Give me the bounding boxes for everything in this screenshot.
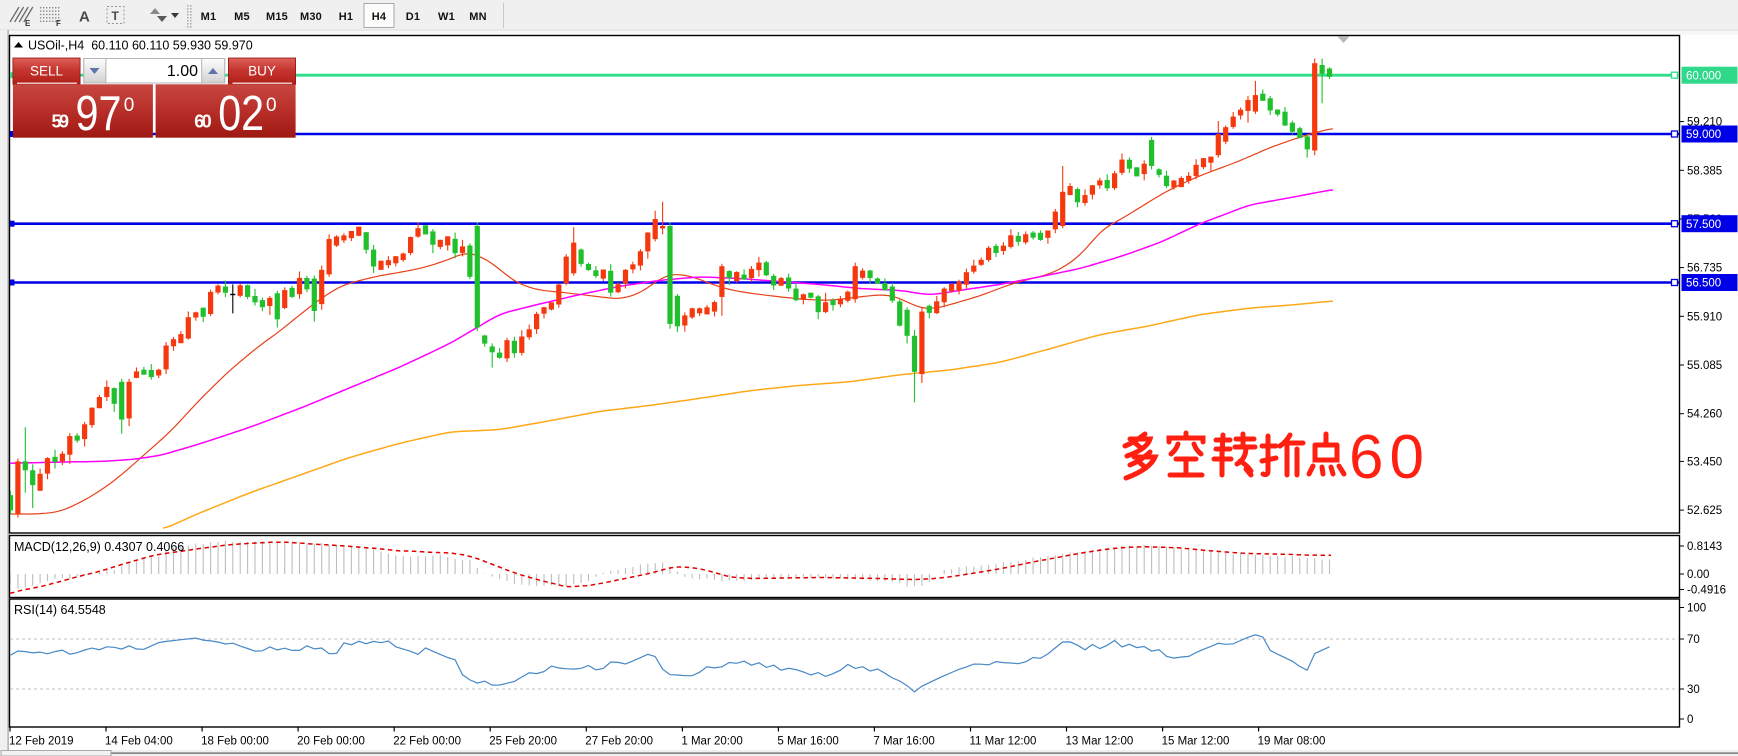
svg-text:M15: M15 xyxy=(266,11,288,23)
svg-text:58.385: 58.385 xyxy=(1687,165,1722,177)
svg-text:0: 0 xyxy=(1687,714,1693,726)
svg-text:52.625: 52.625 xyxy=(1687,505,1722,517)
svg-text:M1: M1 xyxy=(201,11,217,23)
svg-text:H1: H1 xyxy=(339,11,353,23)
svg-text:0.8143: 0.8143 xyxy=(1687,541,1722,553)
svg-text:T: T xyxy=(112,9,120,23)
svg-text:SELL: SELL xyxy=(30,64,64,79)
svg-text:-0.4916: -0.4916 xyxy=(1687,585,1726,597)
svg-text:H4: H4 xyxy=(372,11,387,23)
svg-text:56.735: 56.735 xyxy=(1687,263,1722,275)
svg-text:60: 60 xyxy=(1349,423,1430,492)
svg-text:0: 0 xyxy=(124,95,135,116)
svg-text:USOil-,H4 60.110 60.110 59.93: USOil-,H4 60.110 60.110 59.930 59.970 xyxy=(28,39,253,53)
svg-text:1 Mar 20:00: 1 Mar 20:00 xyxy=(681,736,742,748)
svg-text:30: 30 xyxy=(1687,684,1700,696)
svg-text:MACD(12,26,9) 0.4307 0.4066: MACD(12,26,9) 0.4307 0.4066 xyxy=(14,540,184,554)
svg-text:BUY: BUY xyxy=(248,64,276,79)
svg-text:02: 02 xyxy=(218,87,264,141)
svg-text:F: F xyxy=(56,19,61,28)
svg-text:5 Mar 16:00: 5 Mar 16:00 xyxy=(777,736,838,748)
svg-text:60: 60 xyxy=(194,112,212,132)
svg-text:0: 0 xyxy=(266,95,277,116)
svg-text:60.000: 60.000 xyxy=(1686,70,1721,82)
svg-text:19 Mar 08:00: 19 Mar 08:00 xyxy=(1258,736,1326,748)
svg-text:100: 100 xyxy=(1687,603,1706,615)
svg-text:1.00: 1.00 xyxy=(167,63,198,80)
svg-text:25 Feb 20:00: 25 Feb 20:00 xyxy=(489,736,557,748)
svg-text:D1: D1 xyxy=(406,11,420,23)
svg-text:56.500: 56.500 xyxy=(1686,278,1721,290)
svg-text:13 Mar 12:00: 13 Mar 12:00 xyxy=(1066,736,1134,748)
svg-text:15 Mar 12:00: 15 Mar 12:00 xyxy=(1162,736,1230,748)
svg-text:A: A xyxy=(79,9,90,26)
svg-text:RSI(14) 64.5548: RSI(14) 64.5548 xyxy=(14,603,106,617)
svg-text:E: E xyxy=(25,19,31,28)
svg-text:55.910: 55.910 xyxy=(1687,311,1722,323)
svg-text:11 Mar 12:00: 11 Mar 12:00 xyxy=(970,736,1037,748)
svg-text:57.500: 57.500 xyxy=(1686,219,1721,231)
svg-text:M5: M5 xyxy=(234,11,250,23)
svg-text:12 Feb 2019: 12 Feb 2019 xyxy=(9,736,74,748)
svg-text:18 Feb 00:00: 18 Feb 00:00 xyxy=(201,736,269,748)
svg-text:MN: MN xyxy=(469,11,487,23)
svg-text:14 Feb 04:00: 14 Feb 04:00 xyxy=(105,736,173,748)
svg-text:27 Feb 20:00: 27 Feb 20:00 xyxy=(585,736,653,748)
svg-text:22 Feb 00:00: 22 Feb 00:00 xyxy=(393,736,461,748)
svg-text:M30: M30 xyxy=(300,11,322,23)
svg-text:54.260: 54.260 xyxy=(1687,409,1722,421)
svg-text:53.450: 53.450 xyxy=(1687,456,1722,468)
svg-text:70: 70 xyxy=(1687,634,1700,646)
svg-text:7 Mar 16:00: 7 Mar 16:00 xyxy=(873,736,934,748)
svg-text:59.000: 59.000 xyxy=(1686,129,1721,141)
svg-text:97: 97 xyxy=(76,87,122,141)
svg-text:59: 59 xyxy=(52,112,70,132)
svg-text:W1: W1 xyxy=(438,11,455,23)
svg-text:55.085: 55.085 xyxy=(1687,360,1722,372)
svg-text:0.00: 0.00 xyxy=(1687,569,1709,581)
svg-text:20 Feb 00:00: 20 Feb 00:00 xyxy=(297,736,365,748)
